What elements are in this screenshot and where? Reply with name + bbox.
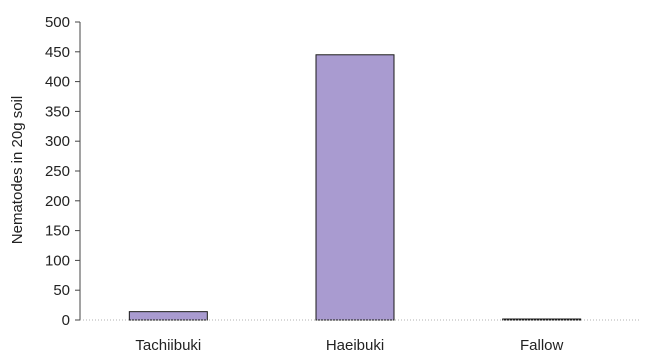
x-axis: Tachiibuki Haeibuki Fallow [135, 337, 563, 353]
y-tick-label: 350 [45, 103, 70, 120]
y-tick-label: 0 [62, 312, 70, 329]
bar-fallow [502, 318, 582, 321]
y-axis-title: Nematodes in 20g soil [9, 96, 26, 244]
y-tick-label: 450 [45, 44, 70, 61]
y-tick-label: 100 [45, 252, 70, 269]
y-tick-label: 50 [53, 282, 70, 299]
y-tick-label: 150 [45, 223, 70, 240]
x-tick-label: Tachiibuki [135, 337, 201, 353]
bar-haeibuki [315, 54, 395, 321]
bars [128, 54, 582, 321]
y-tick-label: 400 [45, 74, 70, 91]
x-tick-label: Fallow [520, 337, 564, 353]
x-tick-label: Haeibuki [326, 337, 384, 353]
y-tick-label: 200 [45, 193, 70, 210]
y-tick-label: 500 [45, 14, 70, 31]
y-axis: 0 50 100 150 200 250 300 350 400 450 500 [45, 14, 80, 329]
y-tick-label: 300 [45, 133, 70, 150]
y-tick-label: 250 [45, 163, 70, 180]
bar-tachiibuki [128, 311, 208, 321]
